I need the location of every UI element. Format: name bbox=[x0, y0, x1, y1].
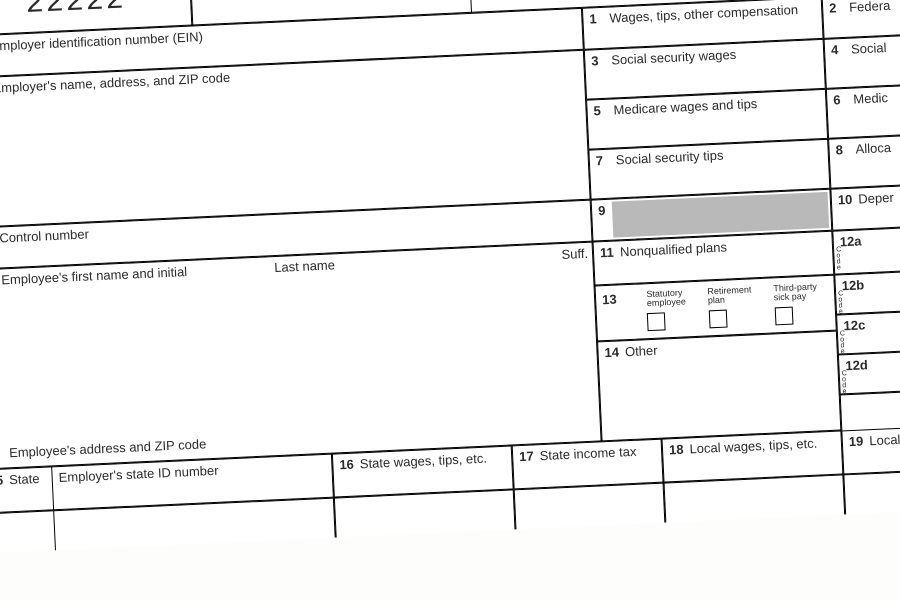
checkbox-icon[interactable] bbox=[774, 306, 793, 325]
box-2-label: Federa bbox=[849, 0, 891, 15]
box-8[interactable]: 8Alloca bbox=[828, 132, 900, 189]
checkbox-icon[interactable] bbox=[647, 312, 666, 331]
box-6[interactable]: 6Medic bbox=[826, 82, 900, 139]
box-13-statutory[interactable]: Statutory employee bbox=[646, 288, 687, 331]
box-13-retirement[interactable]: Retirement plan bbox=[707, 285, 753, 328]
box-e-last: Last name bbox=[274, 257, 335, 275]
box-18-label: Local wages, tips, etc. bbox=[689, 436, 817, 457]
omb-text: OMB No. 1545-0008 bbox=[587, 0, 716, 1]
box-15-state-label: State bbox=[9, 471, 40, 487]
w2-form: 22222 a Employee's social security numbe… bbox=[0, 0, 900, 553]
box-17-label: State income tax bbox=[539, 444, 636, 463]
box-17[interactable]: 17State income tax bbox=[512, 439, 664, 490]
box-d-label: Control number bbox=[0, 226, 89, 245]
box-12b-code: Code bbox=[838, 291, 844, 315]
box-15-id-label: Employer's state ID number bbox=[58, 463, 219, 485]
box-3-label: Social security wages bbox=[611, 47, 737, 68]
box-19-2[interactable] bbox=[843, 467, 900, 514]
box-f-label: Employee's address and ZIP code bbox=[9, 436, 207, 460]
box-18-2[interactable] bbox=[664, 474, 846, 522]
box-17-2[interactable] bbox=[514, 483, 666, 530]
box-15-state-2[interactable] bbox=[0, 510, 56, 553]
box-10[interactable]: 10Deper bbox=[830, 181, 900, 230]
box-12b[interactable]: 12b Code bbox=[834, 267, 900, 314]
box-15-state[interactable]: 15State bbox=[0, 466, 54, 513]
box-12c[interactable]: 12c Code bbox=[836, 307, 900, 354]
box-12d-code: Code bbox=[842, 371, 848, 395]
box-16-label: State wages, tips, etc. bbox=[359, 451, 487, 472]
box-c[interactable]: c Employer's name, address, and ZIP code bbox=[0, 50, 591, 228]
checkbox-icon[interactable] bbox=[708, 309, 727, 328]
box-c-label: Employer's name, address, and ZIP code bbox=[0, 70, 230, 96]
form-code: 22222 bbox=[0, 0, 191, 24]
box-b-label: Employer identification number (EIN) bbox=[0, 29, 203, 54]
box-7-label: Social security tips bbox=[615, 148, 723, 168]
box-10-label: Deper bbox=[858, 190, 894, 207]
box-16-2[interactable] bbox=[334, 489, 516, 537]
box-13-thirdparty[interactable]: Third-party sick pay bbox=[773, 282, 818, 325]
box-12a[interactable]: 12a Code bbox=[832, 223, 900, 274]
box-2[interactable]: 2Federa bbox=[822, 0, 900, 39]
box-8-label: Alloca bbox=[855, 140, 891, 157]
box-12c-code: Code bbox=[840, 331, 846, 355]
box-5-label: Medicare wages and tips bbox=[613, 96, 757, 118]
box-19-label: Local in bbox=[869, 431, 900, 448]
box-12-pad bbox=[840, 387, 900, 430]
box-f-letter: f bbox=[0, 447, 2, 463]
box-4-label: Social bbox=[851, 40, 887, 57]
box-e-suff: Suff. bbox=[561, 247, 588, 263]
box-14-label: Other bbox=[625, 343, 658, 359]
box-14[interactable]: 14Other bbox=[597, 331, 841, 442]
box-12a-code: Code bbox=[836, 247, 842, 271]
box-e[interactable]: e Employee's first name and initial Last… bbox=[0, 242, 602, 470]
box-1-label: Wages, tips, other compensation bbox=[609, 2, 798, 26]
box-e-first: Employee's first name and initial bbox=[1, 264, 188, 287]
box-12d[interactable]: 12d Code bbox=[838, 347, 900, 394]
box-9-grey bbox=[612, 192, 829, 238]
box-6-label: Medic bbox=[853, 90, 888, 107]
box-19[interactable]: 19Local in bbox=[841, 423, 900, 474]
box-11-label: Nonqualified plans bbox=[620, 239, 728, 259]
box-4[interactable]: 4Social bbox=[824, 32, 900, 89]
